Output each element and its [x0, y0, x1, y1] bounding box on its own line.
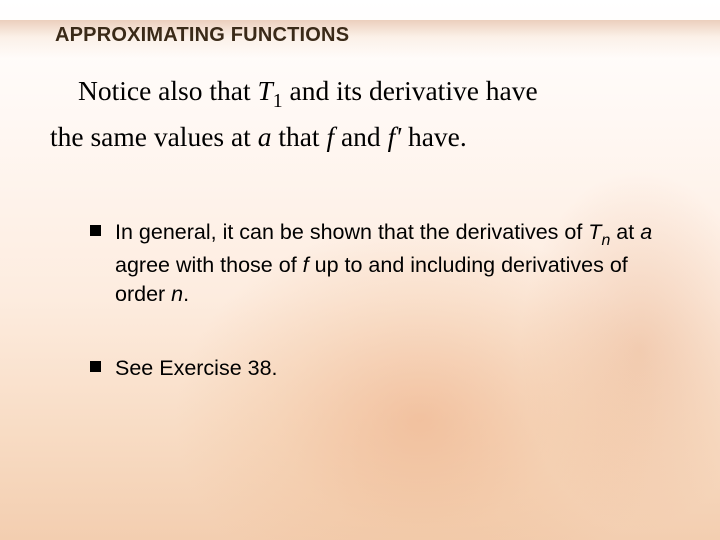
main-text-line1-prefix: Notice also that: [78, 75, 257, 106]
main-text-mid1: and its derivative have: [283, 75, 538, 106]
italic-n: n: [171, 282, 183, 306]
subscript-1: 1: [273, 90, 283, 112]
italic-T: T: [257, 75, 272, 106]
bullet-list: In general, it can be shown that the der…: [90, 218, 660, 428]
main-paragraph: Notice also that T1 and its derivative h…: [50, 70, 690, 159]
italic-a: a: [258, 121, 272, 152]
b1-p2: at: [610, 220, 640, 244]
slide: APPROXIMATING FUNCTIONS Notice also that…: [0, 0, 720, 540]
italic-fprime: f': [388, 121, 402, 152]
main-text-line2b: that: [271, 121, 326, 152]
list-item: In general, it can be shown that the der…: [90, 218, 660, 308]
slide-title: APPROXIMATING FUNCTIONS: [55, 24, 349, 47]
b1-p3: agree with those of: [115, 253, 303, 277]
subscript-n: n: [601, 232, 610, 249]
main-text-line2c: and: [334, 121, 387, 152]
square-bullet-icon: [90, 361, 101, 372]
b1-p1: In general, it can be shown that the der…: [115, 220, 588, 244]
bullet-2-text: See Exercise 38.: [115, 354, 278, 382]
main-text-line2d: have.: [401, 121, 467, 152]
bullet-1-text: In general, it can be shown that the der…: [115, 218, 660, 308]
italic-a-b: a: [640, 220, 652, 244]
italic-f: f: [326, 121, 334, 152]
list-item: See Exercise 38.: [90, 354, 660, 382]
square-bullet-icon: [90, 225, 101, 236]
b1-p5: .: [183, 282, 189, 306]
italic-T-b: T: [588, 220, 601, 244]
main-text-line2a: the same values at: [50, 121, 258, 152]
